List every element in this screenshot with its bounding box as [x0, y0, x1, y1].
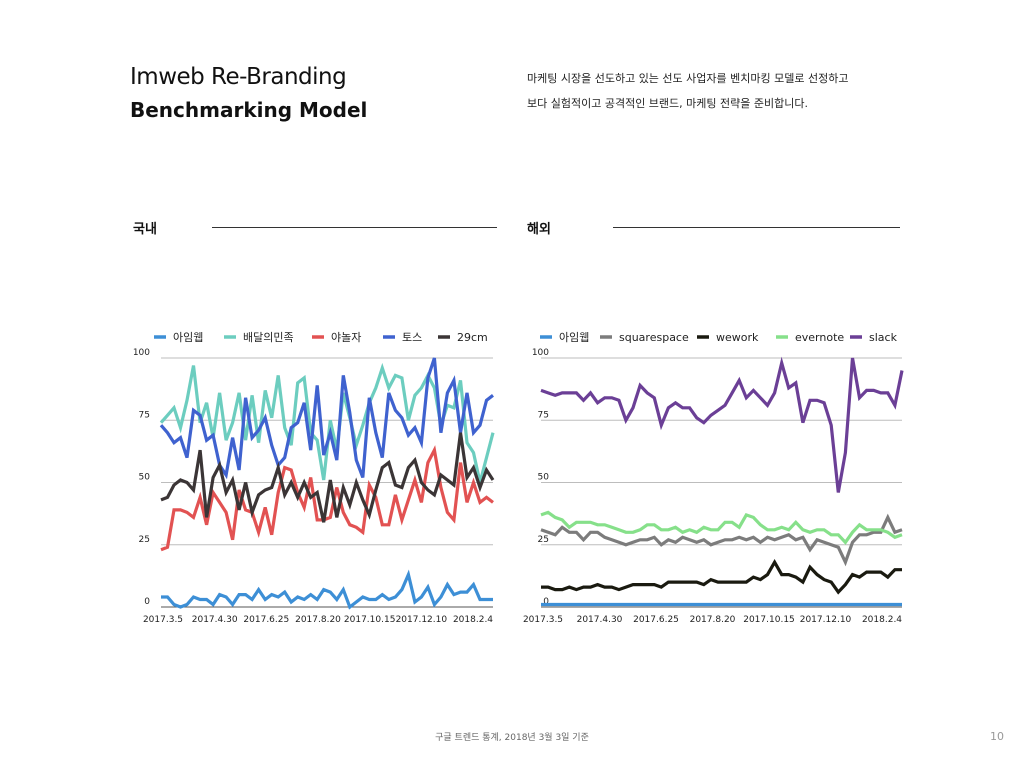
footer-source-note: 구글 트렌드 통계, 2018년 3월 3일 기준 — [435, 733, 589, 743]
page-number: 10 — [990, 730, 1004, 743]
x-tick-label: 2017.12.10 — [800, 615, 852, 625]
x-tick-label: 2017.3.5 — [143, 615, 183, 625]
x-tick-label: 2017.10.15 — [743, 615, 795, 625]
x-tick-label: 2017.6.25 — [633, 615, 679, 625]
legend-label: wework — [716, 331, 759, 344]
x-tick-label: 2017.8.20 — [690, 615, 736, 625]
section-divider-domestic — [212, 227, 497, 228]
x-tick-label: 2017.6.25 — [243, 615, 289, 625]
y-tick-label: 50 — [139, 473, 151, 483]
domestic-trend-chart: 0 25 50 75 100 2017.3.5 2017.4.30 2017.6.25 2017… — [133, 331, 495, 625]
description-line1: 마케팅 시장을 선도하고 있는 선도 사업자를 벤치마킹 모델로 선정하고 — [527, 72, 849, 85]
x-tick-label: 2017.4.30 — [192, 615, 238, 625]
x-tick-label: 2018.2.4 — [862, 615, 902, 625]
series-line-야놀자 — [160, 445, 494, 552]
series-line-29cm — [160, 432, 495, 523]
overseas-trend-chart: 0 25 50 75 100 2017.3.5 2017.4.30 2017.6.25 2017… — [523, 331, 904, 625]
legend-label: evernote — [795, 331, 844, 344]
x-tick-label: 2017.12.10 — [396, 615, 448, 625]
legend-label: 야놀자 — [331, 331, 361, 344]
series-line-아임웹 — [161, 569, 493, 610]
section-label-domestic: 국내 — [133, 222, 157, 237]
x-tick-label: 2017.3.5 — [523, 615, 563, 625]
series-line-slack — [540, 356, 904, 493]
series-line-squarespace — [540, 513, 903, 567]
y-tick-label: 100 — [133, 348, 150, 358]
y-tick-label: 75 — [538, 410, 549, 420]
legend-label: slack — [869, 331, 898, 344]
legend-label: 토스 — [402, 331, 422, 344]
page-description: 마케팅 시장을 선도하고 있는 선도 사업자를 벤치마킹 모델로 선정하고 보다… — [527, 66, 848, 116]
series-line-evernote — [540, 510, 903, 545]
legend-label: 배달의민족 — [243, 331, 294, 344]
y-tick-label: 50 — [538, 473, 550, 483]
legend-label: squarespace — [619, 331, 689, 344]
y-tick-label: 0 — [543, 597, 549, 607]
x-tick-label: 2017.8.20 — [295, 615, 341, 625]
section-divider-overseas — [613, 227, 900, 228]
x-tick-label: 2018.2.4 — [453, 615, 493, 625]
x-tick-label: 2017.10.15 — [344, 615, 396, 625]
series-line-wework — [541, 558, 902, 595]
page-title-line1: Imweb Re-Branding — [130, 64, 347, 90]
y-tick-label: 25 — [139, 535, 150, 545]
section-label-overseas: 해외 — [527, 222, 551, 237]
description-line2: 보다 실험적이고 공격적인 브랜드, 마케팅 전략을 준비합니다. — [527, 97, 808, 110]
y-tick-label: 100 — [532, 348, 549, 358]
y-tick-label: 25 — [538, 535, 549, 545]
y-tick-label: 75 — [139, 410, 150, 420]
page-title-line2: Benchmarking Model — [130, 98, 368, 122]
legend-label: 아임웹 — [173, 331, 203, 344]
y-tick-label: 0 — [144, 597, 150, 607]
series-line-토스 — [159, 357, 494, 480]
x-tick-label: 2017.4.30 — [577, 615, 623, 625]
legend-label: 아임웹 — [559, 331, 589, 344]
legend-label: 29cm — [457, 331, 488, 344]
